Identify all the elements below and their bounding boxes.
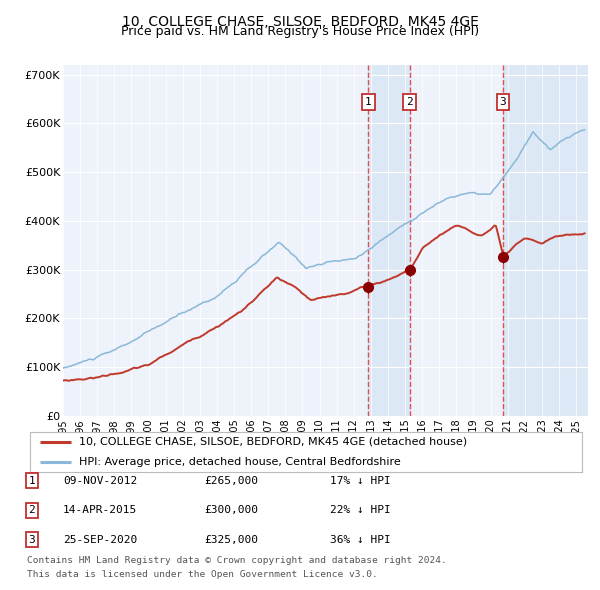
- Text: This data is licensed under the Open Government Licence v3.0.: This data is licensed under the Open Gov…: [27, 571, 378, 579]
- Text: 14-APR-2015: 14-APR-2015: [63, 506, 137, 515]
- Text: 1: 1: [365, 97, 372, 107]
- Text: 17% ↓ HPI: 17% ↓ HPI: [330, 476, 391, 486]
- Text: 2: 2: [407, 97, 413, 107]
- Text: 10, COLLEGE CHASE, SILSOE, BEDFORD, MK45 4GE (detached house): 10, COLLEGE CHASE, SILSOE, BEDFORD, MK45…: [79, 437, 467, 447]
- Text: HPI: Average price, detached house, Central Bedfordshire: HPI: Average price, detached house, Cent…: [79, 457, 400, 467]
- Bar: [368, 65, 410, 416]
- Text: 09-NOV-2012: 09-NOV-2012: [63, 476, 137, 486]
- Text: £265,000: £265,000: [204, 476, 258, 486]
- Text: 1: 1: [28, 476, 35, 486]
- Text: £325,000: £325,000: [204, 535, 258, 545]
- Text: Price paid vs. HM Land Registry's House Price Index (HPI): Price paid vs. HM Land Registry's House …: [121, 25, 479, 38]
- Text: 3: 3: [500, 97, 506, 107]
- Bar: [503, 65, 588, 416]
- Text: 25-SEP-2020: 25-SEP-2020: [63, 535, 137, 545]
- Text: £300,000: £300,000: [204, 506, 258, 515]
- Text: 2: 2: [28, 506, 35, 515]
- Text: 3: 3: [28, 535, 35, 545]
- Text: 36% ↓ HPI: 36% ↓ HPI: [330, 535, 391, 545]
- Text: 22% ↓ HPI: 22% ↓ HPI: [330, 506, 391, 515]
- Text: 10, COLLEGE CHASE, SILSOE, BEDFORD, MK45 4GE: 10, COLLEGE CHASE, SILSOE, BEDFORD, MK45…: [122, 15, 478, 29]
- Text: Contains HM Land Registry data © Crown copyright and database right 2024.: Contains HM Land Registry data © Crown c…: [27, 556, 447, 565]
